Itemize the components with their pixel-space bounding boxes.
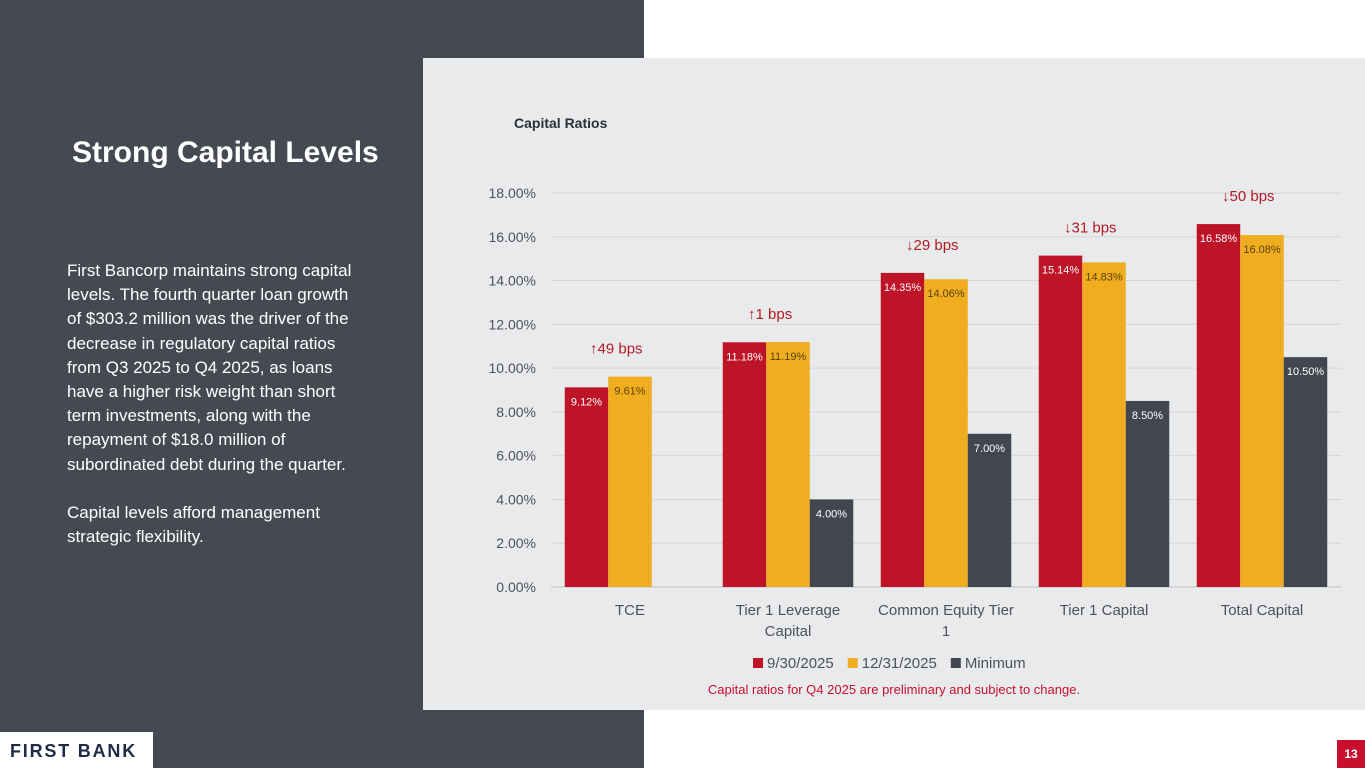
- x-tick-label: Common Equity Tier: [878, 602, 1014, 619]
- bar: [1125, 400, 1170, 587]
- first-bank-logo: FIRST BANK: [0, 732, 153, 768]
- body-paragraph-2: Capital levels afford management strateg…: [67, 502, 320, 547]
- data-label: 4.00%: [816, 508, 847, 520]
- change-annotation: ↓50 bps: [1222, 188, 1275, 205]
- body-paragraph-1: First Bancorp maintains strong capital l…: [67, 261, 352, 474]
- y-tick-label: 12.00%: [489, 316, 536, 332]
- chart-panel: Capital Ratios 0.00% 2.00% 4.00% 6.00% 8.00%…: [423, 58, 1365, 710]
- change-annotation: ↑1 bps: [748, 306, 792, 323]
- legend-label: Minimum: [965, 655, 1026, 672]
- data-label: 9.12%: [571, 396, 602, 408]
- y-tick-label: 6.00%: [496, 448, 536, 464]
- legend-label: 9/30/2025: [767, 655, 834, 672]
- data-label: 15.14%: [1042, 265, 1080, 277]
- data-label: 16.08%: [1243, 244, 1281, 256]
- y-tick-label: 8.00%: [496, 404, 536, 420]
- legend-swatch: [753, 658, 763, 668]
- bar: [1240, 235, 1284, 587]
- y-tick-label: 16.00%: [489, 229, 536, 245]
- data-label: 14.35%: [884, 282, 922, 294]
- legend-swatch: [950, 658, 961, 668]
- chart-footnote: Capital ratios for Q4 2025 are prelimina…: [707, 682, 1081, 697]
- data-label: 14.06%: [927, 288, 965, 300]
- bar: [1283, 357, 1328, 587]
- y-tick-label: 2.00%: [496, 535, 536, 551]
- body-text: First Bancorp maintains strong capital l…: [67, 259, 357, 549]
- x-tick-label: Total Capital: [1221, 602, 1304, 619]
- bar: [1038, 255, 1083, 587]
- bar: [1082, 262, 1126, 587]
- slide-title: Strong Capital Levels: [72, 136, 379, 169]
- x-tick-label: Tier 1 Leverage: [736, 602, 841, 619]
- y-tick-label: 18.00%: [489, 185, 536, 201]
- bar: [722, 342, 767, 587]
- x-tick-label: Tier 1 Capital: [1060, 602, 1149, 619]
- data-label: 14.83%: [1085, 271, 1123, 283]
- data-label: 11.19%: [770, 351, 807, 363]
- page-number: 13: [1337, 740, 1365, 768]
- capital-ratios-chart: 0.00%2.00%4.00%6.00%8.00%10.00%12.00%14.…: [489, 185, 1341, 672]
- y-tick-label: 10.00%: [489, 360, 536, 376]
- bar: [564, 387, 609, 587]
- x-tick-label: Capital: [765, 623, 812, 640]
- x-tick-label: 1: [942, 623, 950, 640]
- data-label: 9.61%: [614, 386, 645, 398]
- data-label: 11.18%: [726, 351, 763, 363]
- data-label: 16.58%: [1200, 233, 1238, 245]
- change-annotation: ↓29 bps: [906, 237, 959, 254]
- chart-title: Capital Ratios: [514, 115, 608, 131]
- bar: [809, 499, 854, 587]
- y-tick-label: 0.00%: [496, 579, 536, 595]
- change-annotation: ↑49 bps: [590, 341, 643, 358]
- data-label: 10.50%: [1287, 366, 1325, 378]
- bar: [880, 272, 925, 587]
- bar: [608, 376, 652, 587]
- legend-swatch: [847, 658, 858, 668]
- bar: [967, 433, 1012, 587]
- change-annotation: ↓31 bps: [1064, 220, 1117, 237]
- y-tick-label: 14.00%: [489, 273, 536, 289]
- bar: [766, 342, 810, 587]
- x-tick-label: TCE: [615, 602, 645, 619]
- data-label: 7.00%: [974, 443, 1005, 455]
- data-label: 8.50%: [1132, 410, 1163, 422]
- legend-label: 12/31/2025: [862, 655, 937, 672]
- bar: [924, 279, 968, 587]
- bar: [1196, 224, 1241, 588]
- y-tick-label: 4.00%: [496, 491, 536, 507]
- logo-text: FIRST BANK: [10, 741, 137, 761]
